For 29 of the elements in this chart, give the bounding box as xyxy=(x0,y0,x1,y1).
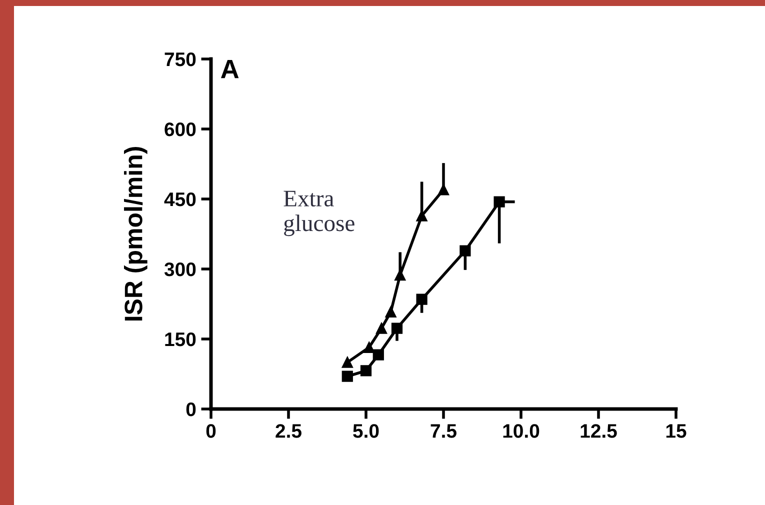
point xyxy=(372,349,384,360)
y-tick-label: 750 xyxy=(164,52,196,66)
point xyxy=(460,245,471,256)
point xyxy=(391,322,403,334)
point xyxy=(394,270,406,281)
point xyxy=(494,196,505,208)
point xyxy=(342,370,353,382)
x-tick-label: 0 xyxy=(206,424,216,438)
x-tick-label: 10.0 xyxy=(503,424,540,438)
y-axis-title: ISR (pmol/min) xyxy=(124,147,148,321)
annotation: A xyxy=(220,60,239,78)
point xyxy=(376,322,388,334)
x-tick-label: 5.0 xyxy=(353,424,379,438)
y-tick-label: 150 xyxy=(165,332,196,346)
point xyxy=(416,294,428,305)
annotation: Extra glucose xyxy=(284,190,354,236)
x-tick-label: 12.5 xyxy=(580,424,617,438)
y-tick-label: 600 xyxy=(164,122,196,136)
point xyxy=(385,306,396,318)
point xyxy=(364,342,375,353)
x-tick-label: 2.5 xyxy=(276,424,302,438)
y-tick-label: 450 xyxy=(164,192,196,206)
y-tick-label: 300 xyxy=(164,262,196,276)
y-tick-label: 0 xyxy=(186,402,196,416)
x-tick-label: 15 xyxy=(666,424,686,438)
x-tick-label: 7.5 xyxy=(430,424,456,438)
point xyxy=(360,365,372,376)
point xyxy=(342,356,353,368)
point xyxy=(438,184,450,196)
